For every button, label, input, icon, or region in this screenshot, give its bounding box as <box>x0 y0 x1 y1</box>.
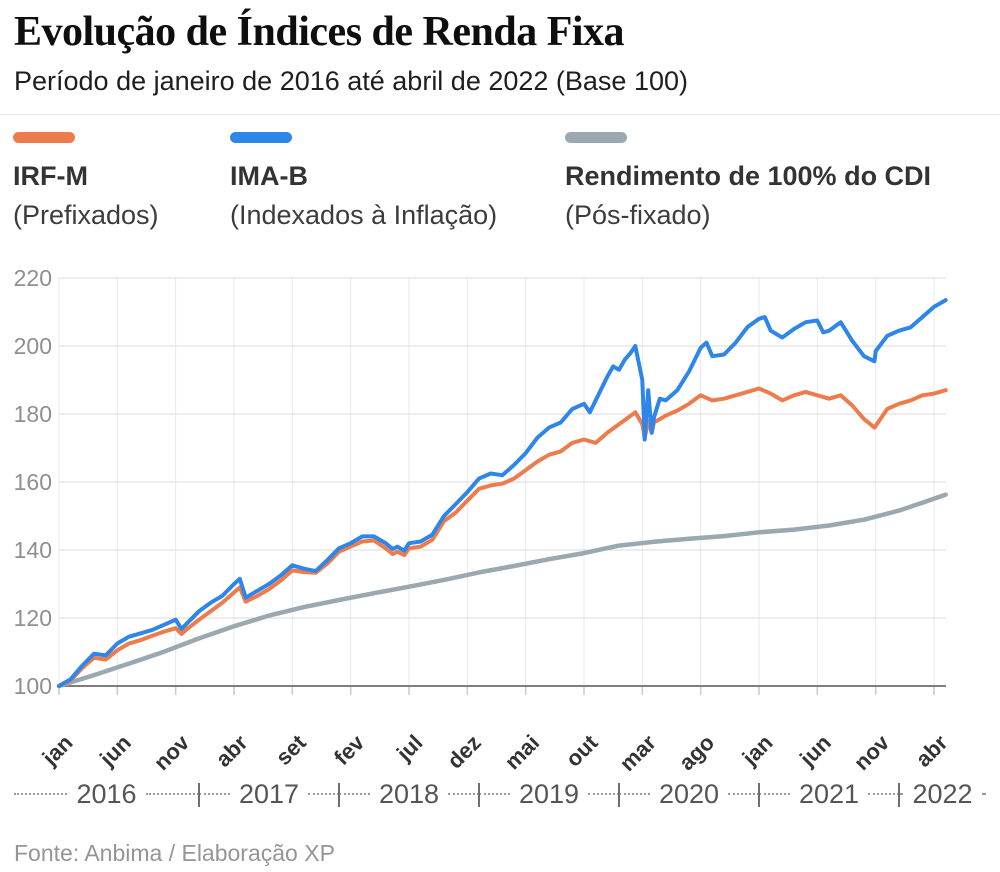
y-axis-label: 140 <box>14 537 52 563</box>
header-divider <box>0 114 1000 115</box>
series-line <box>56 492 948 689</box>
series-line <box>57 386 948 688</box>
x-axis-month-label: dez <box>442 730 486 774</box>
dotted-leader <box>199 793 230 795</box>
x-axis-month-label: fev <box>329 729 370 770</box>
y-axis-label: 160 <box>14 469 52 495</box>
dotted-leader <box>479 793 510 795</box>
dotted-leader <box>14 793 68 795</box>
x-axis-month-label: jul <box>391 730 428 767</box>
dotted-leader <box>759 793 790 795</box>
x-axis-month-label: mar <box>615 730 662 777</box>
dotted-leader <box>981 793 987 795</box>
x-axis-month-label: ago <box>674 730 719 775</box>
dotted-leader <box>308 793 340 795</box>
year-boundary-bar <box>478 783 480 807</box>
x-axis-month-label: abr <box>211 730 253 772</box>
legend: IRF-M (Prefixados) IMA-B (Indexados à In… <box>0 128 1000 238</box>
year-label: 2016 <box>76 778 137 809</box>
year-label: 2017 <box>238 778 300 809</box>
x-axis-month-label: jun <box>794 730 836 772</box>
y-axis-label: 200 <box>14 333 52 359</box>
legend-label: IRF-M <box>13 161 88 191</box>
year-label: 2019 <box>518 778 580 809</box>
imab-color-swatch <box>230 132 292 143</box>
dotted-leader <box>339 793 370 795</box>
series-line <box>57 298 948 688</box>
year-boundary-bar <box>758 783 760 807</box>
year-segment: 2017 <box>199 776 340 812</box>
legend-label: IMA-B <box>230 161 308 191</box>
page-title: Evolução de Índices de Renda Fixa <box>14 9 625 55</box>
legend-item-cdi: Rendimento de 100% do CDI (Pós-fixado) <box>565 128 931 231</box>
x-axis-month-label: nov <box>849 729 895 775</box>
x-axis-month-label: out <box>561 729 603 771</box>
year-boundary-bar <box>898 783 900 807</box>
year-label: 2021 <box>798 778 860 809</box>
legend-sublabel: (Prefixados) <box>13 200 159 230</box>
x-axis-month-label: abr <box>911 730 953 772</box>
year-boundary-bar <box>618 783 620 807</box>
dotted-leader <box>448 793 480 795</box>
dotted-leader <box>588 793 620 795</box>
cdi-color-swatch <box>565 132 627 143</box>
year-segment: 2021 <box>759 776 900 812</box>
year-boundary-bar <box>338 783 340 807</box>
x-axis-month-label: mai <box>500 730 544 774</box>
source-note: Fonte: Anbima / Elaboração XP <box>14 840 335 866</box>
year-segment: 2022 <box>899 776 987 812</box>
y-axis-label: 100 <box>14 673 52 699</box>
year-label: 2020 <box>658 778 720 809</box>
year-boundary-bar <box>198 783 200 807</box>
legend-label: Rendimento de 100% do CDI <box>565 161 932 191</box>
x-axis-month-label: jun <box>94 730 136 772</box>
x-axis-month-label: jan <box>37 730 78 771</box>
year-segment: 2018 <box>339 776 480 812</box>
y-axis-label: 120 <box>14 605 52 631</box>
dotted-leader <box>619 793 650 795</box>
y-axis-label: 180 <box>14 401 52 427</box>
year-axis: 2016 2017 2018 2019 2020 2021 2022 <box>0 776 1000 812</box>
x-axis-month-label: set <box>271 729 312 770</box>
irfm-color-swatch <box>13 132 75 143</box>
x-axis-month-label: jan <box>737 730 778 771</box>
year-label: 2022 <box>912 778 973 809</box>
y-axis-label: 220 <box>14 265 52 291</box>
x-axis-month-label: nov <box>149 729 195 775</box>
legend-sublabel: (Indexados à Inflação) <box>230 200 498 230</box>
year-segment: 2016 <box>14 776 200 812</box>
chart-subtitle: Período de janeiro de 2016 até abril de … <box>14 66 688 96</box>
year-label: 2018 <box>378 778 440 809</box>
legend-item-irfm: IRF-M (Prefixados) <box>13 128 159 231</box>
legend-item-imab: IMA-B (Indexados à Inflação) <box>230 128 497 231</box>
dotted-leader <box>899 793 904 795</box>
legend-sublabel: (Pós-fixado) <box>565 200 711 230</box>
year-segment: 2020 <box>619 776 760 812</box>
dotted-leader <box>868 793 900 795</box>
dotted-leader <box>728 793 760 795</box>
year-segment: 2019 <box>479 776 620 812</box>
dotted-leader <box>145 793 200 795</box>
